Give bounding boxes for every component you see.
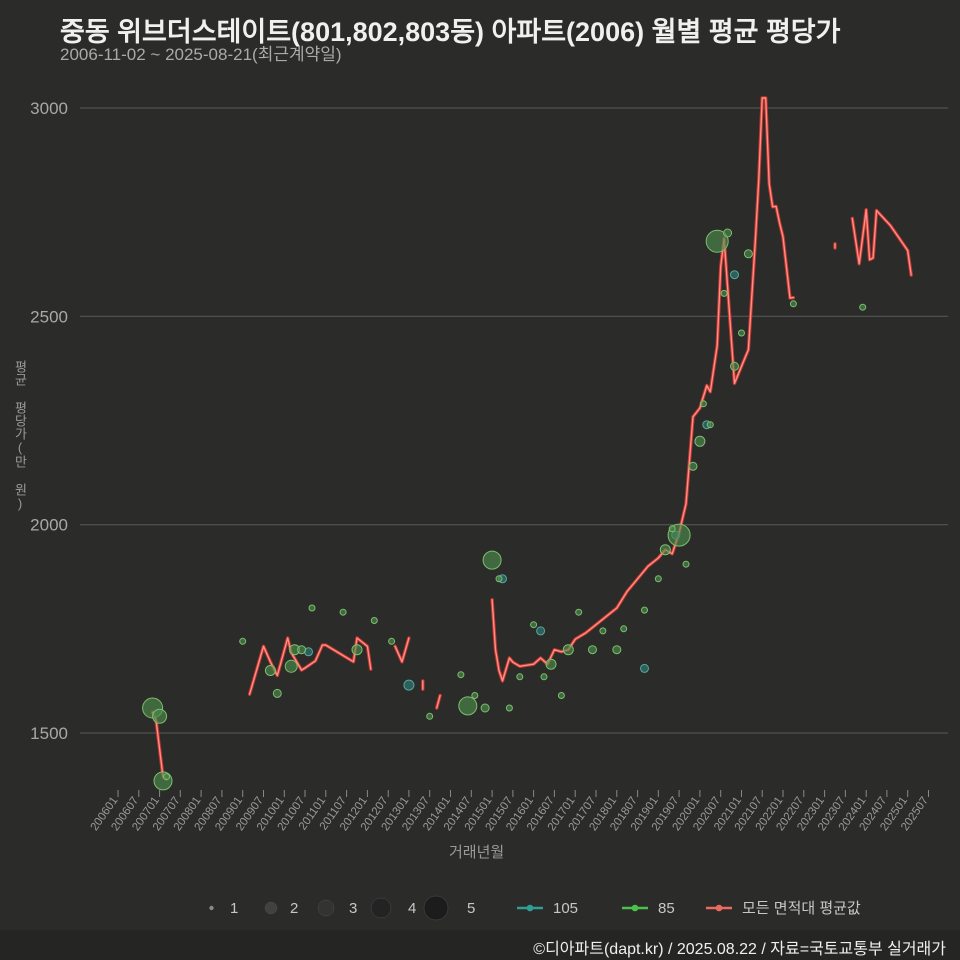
svg-text:4: 4 [408,900,416,917]
svg-text:1500: 1500 [30,724,68,743]
svg-text:3000: 3000 [30,99,68,118]
svg-text:3: 3 [349,900,357,917]
svg-text:1: 1 [230,900,238,917]
svg-text:105: 105 [553,900,578,917]
svg-text:2000: 2000 [30,516,68,535]
svg-text:5: 5 [467,900,475,917]
svg-text:2500: 2500 [30,307,68,326]
svg-text:85: 85 [658,900,675,917]
svg-text:모든 면적대 평균값: 모든 면적대 평균값 [742,900,861,917]
svg-text:2: 2 [290,900,298,917]
